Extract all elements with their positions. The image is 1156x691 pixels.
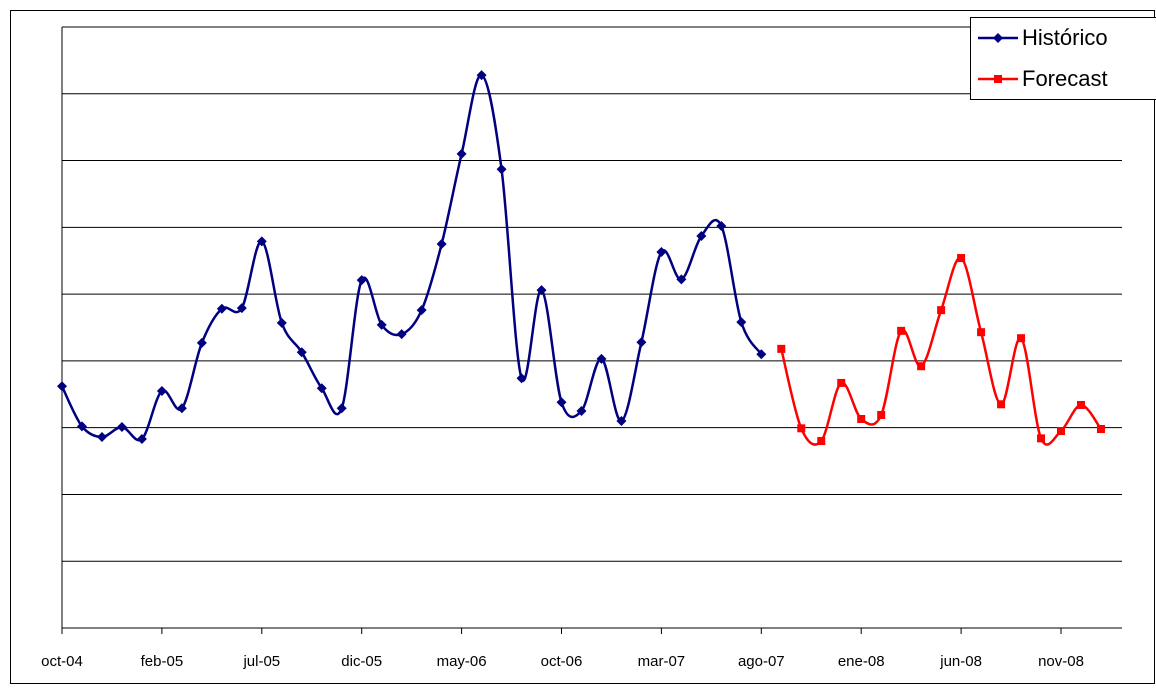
marker <box>994 75 1002 83</box>
marker <box>1017 334 1026 343</box>
marker <box>276 317 287 328</box>
marker <box>76 421 87 432</box>
marker <box>356 275 367 286</box>
legend-label: Histórico <box>1022 25 1108 50</box>
marker <box>396 329 407 340</box>
x-tick-label: ago-07 <box>738 653 785 670</box>
marker <box>817 437 826 446</box>
marker <box>416 305 427 316</box>
marker <box>316 383 327 394</box>
legend-box <box>970 17 1156 100</box>
legend: Histórico Forecast <box>970 17 1156 100</box>
marker <box>1076 400 1085 409</box>
marker <box>216 303 227 314</box>
marker <box>736 317 747 328</box>
marker <box>993 33 1003 43</box>
marker <box>1037 434 1046 443</box>
marker <box>997 400 1006 409</box>
marker <box>456 148 467 159</box>
x-tick-label: jul-05 <box>242 653 280 670</box>
marker <box>256 236 267 247</box>
marker <box>676 274 687 285</box>
marker <box>476 70 487 81</box>
x-tick-label: may-06 <box>437 653 487 670</box>
marker <box>977 328 986 337</box>
marker <box>436 239 447 250</box>
marker <box>756 349 767 360</box>
marker <box>376 319 387 330</box>
marker <box>136 434 147 445</box>
marker <box>496 164 507 175</box>
marker <box>877 410 886 419</box>
x-tick-label: nov-08 <box>1038 653 1084 670</box>
x-tick-label: oct-04 <box>41 653 83 670</box>
marker <box>636 337 647 348</box>
marker <box>116 421 127 432</box>
marker <box>837 378 846 387</box>
marker <box>937 306 946 315</box>
marker <box>857 414 866 423</box>
marker <box>156 385 167 396</box>
marker <box>57 381 67 392</box>
marker <box>536 285 547 296</box>
legend-label: Forecast <box>1022 66 1108 91</box>
x-tick-label: feb-05 <box>141 653 184 670</box>
x-tick-label: ene-08 <box>838 653 885 670</box>
marker <box>777 344 786 353</box>
marker <box>1057 427 1065 436</box>
marker <box>556 397 567 408</box>
marker <box>336 403 347 414</box>
marker <box>516 373 527 384</box>
marker <box>236 303 247 314</box>
marker <box>616 415 627 426</box>
x-tick-label: mar-07 <box>638 653 686 670</box>
x-tick-label: jun-08 <box>939 653 982 670</box>
marker <box>1096 425 1105 434</box>
marker <box>576 405 587 416</box>
marker <box>917 362 926 371</box>
marker <box>957 254 966 263</box>
marker <box>176 403 187 414</box>
marker <box>596 353 607 364</box>
marker <box>96 432 107 443</box>
marker <box>656 247 667 258</box>
x-tick-label: dic-05 <box>341 653 382 670</box>
marker <box>696 231 707 242</box>
marker <box>296 347 307 358</box>
marker <box>196 337 207 348</box>
marker <box>897 326 906 335</box>
marker <box>797 424 806 433</box>
x-tick-label: oct-06 <box>541 653 583 670</box>
chart-frame <box>10 10 1155 684</box>
marker <box>716 220 727 231</box>
